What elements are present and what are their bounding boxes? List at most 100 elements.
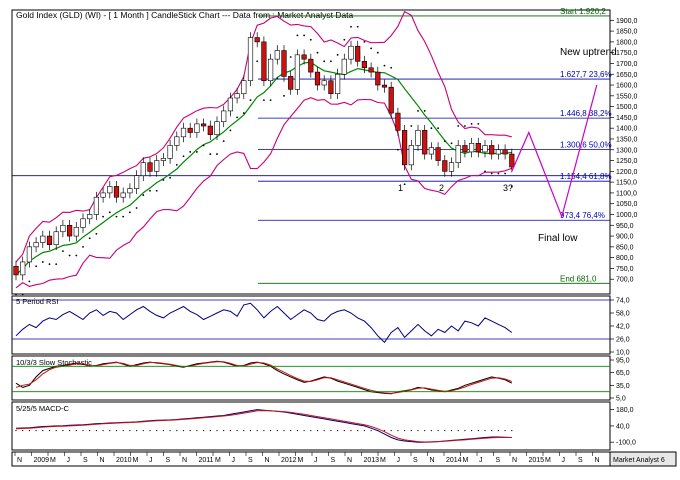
macd-hist-dot (343, 429, 345, 432)
projection-line (511, 84, 598, 219)
sar-dot (55, 263, 58, 266)
sar-dot (28, 280, 31, 283)
candle (234, 93, 240, 99)
macd-hist-dot (35, 429, 37, 432)
candle (187, 127, 193, 133)
x-tick-label: M (298, 457, 304, 464)
macd-hist-dot (256, 429, 258, 432)
x-tick-label: S (166, 457, 171, 464)
sar-dot (135, 207, 138, 209)
macd-hist-dot (102, 429, 104, 432)
x-tick-label: M (133, 457, 139, 464)
sar-dot (336, 53, 339, 56)
candle (261, 41, 267, 82)
bollinger-bands (15, 10, 512, 289)
candle (267, 58, 274, 82)
macd-hist-dot (397, 429, 399, 432)
sar-dot (370, 47, 372, 50)
wave-label-3: 3? (503, 183, 513, 193)
sar-dot (477, 122, 480, 125)
x-tick-label: 2011 (199, 457, 214, 464)
series-line (15, 302, 513, 344)
macd-hist-dot (457, 429, 459, 432)
series-line (15, 410, 512, 443)
price-tick-label: 1900,0 (616, 18, 638, 25)
candle (301, 54, 307, 60)
candle (227, 97, 234, 112)
sar-dot (175, 163, 178, 166)
candle (401, 130, 408, 166)
panel-tick-label: 5,0 (616, 396, 626, 403)
x-tick-label: S (331, 457, 336, 464)
candle (395, 112, 401, 131)
sar-dot (484, 170, 486, 173)
series-line (15, 361, 512, 394)
macd-hist-dot (55, 429, 57, 432)
candle (475, 142, 481, 153)
sar-dot (510, 185, 513, 188)
panel-tick-label: 26,0 (616, 337, 630, 344)
sar-dot (122, 215, 125, 218)
candle (462, 145, 468, 153)
x-tick-label: J (479, 457, 483, 464)
sar-dot (236, 116, 239, 119)
sar-dot (430, 127, 433, 130)
sar-dot (283, 94, 285, 97)
candle (388, 86, 394, 114)
price-tick-label: 1100,0 (616, 190, 637, 197)
macd-hist-dot (363, 429, 365, 432)
candle (154, 160, 160, 172)
x-tick-label: 2009 (34, 457, 50, 464)
sar-dot (269, 99, 272, 102)
candle (435, 147, 441, 161)
macd-hist-dot (223, 429, 225, 432)
sar-dot (343, 38, 346, 41)
macd-hist-dot (316, 429, 319, 432)
sar-dot (68, 254, 71, 257)
sar-dot (403, 183, 406, 186)
sar-dot (169, 176, 172, 179)
macd-hist-dot (89, 429, 91, 432)
retracement-label: 1.446,8 38,2% (560, 109, 612, 118)
candle (408, 145, 414, 166)
macd-hist-dot (216, 429, 218, 432)
candle (381, 84, 388, 88)
macd-hist-dot (430, 429, 432, 432)
sar-dot (35, 265, 37, 268)
macd-hist-dot (236, 429, 238, 432)
sar-dot (229, 129, 232, 132)
macd-hist-dot (424, 429, 426, 432)
sar-dot (423, 110, 426, 112)
sar-dot (410, 125, 413, 127)
sar-dot (323, 60, 326, 63)
macd-hist-dot (82, 429, 84, 432)
candle (341, 58, 347, 75)
x-axis: N 2009 M J S N 2010 M J S N 2011 M J S N 2012 M J S N 2013 M J S… (14, 452, 600, 464)
retracement-label: 1.627,7 23,6% (560, 70, 612, 79)
candle (274, 50, 280, 60)
macd-hist-dot (136, 429, 138, 432)
parabolic-sar (15, 25, 513, 296)
x-tick-label: N (430, 457, 435, 464)
x-tick-label: N (182, 457, 187, 464)
candle (375, 71, 381, 86)
sar-dot (149, 189, 151, 192)
macd-hist-dot (176, 429, 178, 432)
macd-hist-dot (357, 429, 359, 432)
candle (134, 175, 140, 189)
price-tick-label: 1000,0 (616, 212, 638, 219)
wave-label-2: 2 (439, 183, 444, 193)
x-tick-label: J (67, 457, 71, 464)
macd-hist-dot (156, 429, 158, 432)
retracement-label: 973,4 76,4% (560, 211, 605, 220)
wave-label-1: 1 (398, 183, 403, 193)
retracement-label: Start 1.920,2 (560, 7, 606, 16)
macd-hist-dot (290, 429, 292, 432)
sar-dot (129, 211, 131, 214)
sar-dot (504, 172, 506, 175)
x-tick-label: S (578, 457, 583, 464)
candle (428, 147, 435, 155)
watermark-label: Market Analyst 6 (613, 457, 665, 464)
x-tick-label: M (545, 457, 551, 464)
panel-tick-label: 40,0 (616, 423, 630, 430)
